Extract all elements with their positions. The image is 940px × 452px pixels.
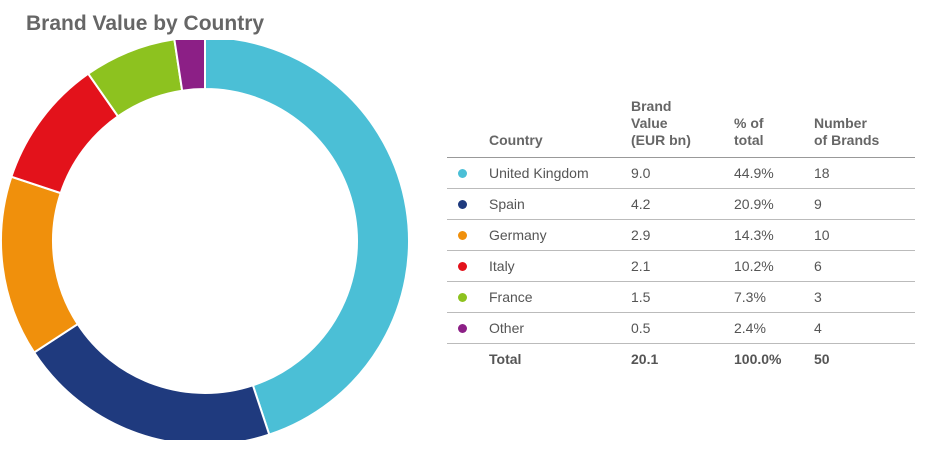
country-cell: France [489, 281, 631, 313]
header-number-of-brands: Number of Brands [814, 98, 915, 158]
header-country: Country [489, 98, 631, 158]
country-cell: Italy [489, 250, 631, 282]
table-row: Spain 4.2 20.9% 9 [447, 188, 915, 220]
donut-slice-other [173, 40, 206, 92]
legend-dot-icon [458, 293, 467, 302]
percent-cell: 10.2% [734, 250, 814, 282]
percent-cell: 44.9% [734, 157, 814, 189]
donut-slice-united-kingdom [204, 40, 410, 436]
legend-dot-icon [458, 324, 467, 333]
legend-swatch-cell [447, 219, 489, 251]
table-row: Germany 2.9 14.3% 10 [447, 219, 915, 251]
donut-chart [0, 40, 410, 440]
brand-value-cell: 2.1 [631, 250, 734, 282]
table-header-row: Country Brand Value (EUR bn) % of total Num… [447, 98, 915, 158]
country-cell: Other [489, 312, 631, 344]
brand-value-table: Country Brand Value (EUR bn) % of total Num… [447, 98, 915, 374]
brand-count-cell: 18 [814, 157, 915, 189]
table-body: United Kingdom 9.0 44.9% 18 Spain 4.2 20.9% 9 Ge… [447, 157, 915, 344]
header-percent-total: % of total [734, 98, 814, 158]
brand-value-cell: 1.5 [631, 281, 734, 313]
legend-dot-icon [458, 262, 467, 271]
country-cell: United Kingdom [489, 157, 631, 189]
percent-cell: 20.9% [734, 188, 814, 220]
table-row: Other 0.5 2.4% 4 [447, 312, 915, 344]
percent-cell: 14.3% [734, 219, 814, 251]
brand-count-cell: 9 [814, 188, 915, 220]
legend-swatch-cell [447, 250, 489, 282]
header-swatch-column [447, 98, 489, 158]
legend-swatch-cell [447, 188, 489, 220]
brand-count-cell: 3 [814, 281, 915, 313]
table-row: Italy 2.1 10.2% 6 [447, 250, 915, 282]
chart-title: Brand Value by Country [26, 12, 265, 35]
total-label: Total [489, 351, 522, 367]
legend-dot-icon [458, 231, 467, 240]
brand-count-cell: 10 [814, 219, 915, 251]
legend-swatch-cell [447, 281, 489, 313]
brand-count-cell: 6 [814, 250, 915, 282]
brand-value-cell: 2.9 [631, 219, 734, 251]
brand-value-cell: 4.2 [631, 188, 734, 220]
table-row: France 1.5 7.3% 3 [447, 281, 915, 313]
total-swatch-cell [447, 344, 489, 375]
legend-swatch-cell [447, 312, 489, 344]
country-cell: Spain [489, 188, 631, 220]
legend-dot-icon [458, 169, 467, 178]
percent-cell: 2.4% [734, 312, 814, 344]
legend-dot-icon [458, 200, 467, 209]
brand-value-cell: 0.5 [631, 312, 734, 344]
total-percent: 100.0% [734, 351, 782, 367]
legend-swatch-cell [447, 157, 489, 189]
brand-value-cell: 9.0 [631, 157, 734, 189]
percent-cell: 7.3% [734, 281, 814, 313]
total-row: Total 20.1 100.0% 50 [447, 344, 915, 375]
total-count: 50 [814, 351, 830, 367]
total-value: 20.1 [631, 351, 659, 367]
brand-count-cell: 4 [814, 312, 915, 344]
country-cell: Germany [489, 219, 631, 251]
donut-slice-spain [32, 322, 271, 440]
header-brand-value: Brand Value (EUR bn) [631, 98, 734, 158]
table-row: United Kingdom 9.0 44.9% 18 [447, 157, 915, 189]
donut-slice-germany [0, 175, 80, 354]
